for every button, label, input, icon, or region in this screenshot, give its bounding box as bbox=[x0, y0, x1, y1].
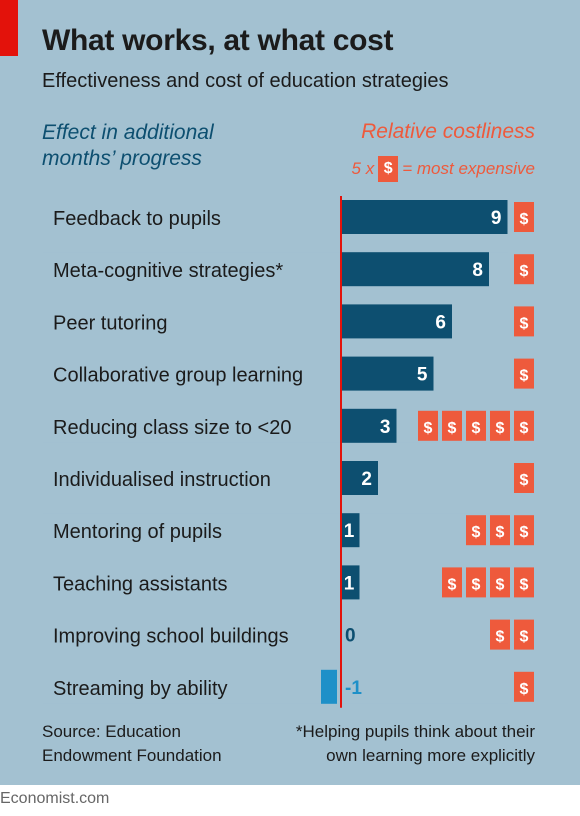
dollar-icon: $ bbox=[520, 629, 529, 646]
source-note: Source: Education Endowment Foundation bbox=[42, 720, 222, 768]
cost-badge bbox=[514, 254, 534, 285]
category-label: Feedback to pupils bbox=[53, 208, 221, 230]
effect-bar bbox=[341, 356, 434, 391]
value-label: 3 bbox=[380, 417, 391, 438]
cost-badge bbox=[418, 410, 438, 441]
effect-bar bbox=[341, 565, 360, 600]
effect-axis-header-line1: Effect in additional bbox=[42, 121, 214, 144]
category-label: Mentoring of pupils bbox=[53, 521, 222, 543]
row-background bbox=[43, 513, 508, 548]
category-label: Collaborative group learning bbox=[53, 365, 303, 387]
value-label: 1 bbox=[344, 573, 355, 594]
category-label: Individualised instruction bbox=[53, 469, 271, 491]
chart-subtitle: Effectiveness and cost of education stra… bbox=[42, 70, 449, 92]
value-label: 6 bbox=[435, 312, 446, 333]
effect-bar bbox=[341, 461, 378, 495]
category-label: Improving school buildings bbox=[53, 626, 289, 648]
dollar-icon: $ bbox=[520, 315, 529, 332]
dollar-icon: $ bbox=[496, 576, 505, 593]
footnote-line-2: own learning more explicitly bbox=[326, 746, 535, 765]
cost-badge bbox=[514, 202, 534, 232]
category-label: Meta-cognitive strategies* bbox=[53, 260, 283, 282]
source-line-2: Endowment Foundation bbox=[42, 746, 222, 765]
dollar-icon: $ bbox=[520, 211, 529, 228]
value-label: 0 bbox=[345, 626, 356, 647]
cost-badge bbox=[514, 463, 534, 493]
cost-header: Relative costliness bbox=[361, 120, 535, 143]
effect-bar bbox=[321, 669, 337, 704]
category-label: Teaching assistants bbox=[53, 573, 228, 595]
row-background bbox=[43, 669, 508, 704]
chart-title: What works, at what cost bbox=[42, 24, 394, 57]
cost-badge bbox=[514, 358, 534, 389]
dollar-icon: $ bbox=[496, 524, 505, 541]
cost-badge bbox=[466, 515, 486, 546]
cost-badge bbox=[514, 515, 534, 546]
cost-badge bbox=[514, 671, 534, 702]
dollar-icon: $ bbox=[520, 263, 529, 280]
dollar-icon: $ bbox=[472, 524, 481, 541]
dollar-icon: $ bbox=[520, 576, 529, 593]
brand-footer: Economist.com bbox=[0, 790, 110, 807]
category-label: Peer tutoring bbox=[53, 312, 168, 334]
effect-bar bbox=[341, 304, 452, 339]
cost-badge bbox=[442, 567, 462, 598]
dollar-icon: $ bbox=[520, 681, 529, 698]
effect-bar bbox=[341, 408, 397, 443]
chart-panel bbox=[0, 0, 580, 785]
value-label: 5 bbox=[417, 365, 428, 386]
category-label: Reducing class size to <20 bbox=[53, 417, 291, 439]
value-label: 8 bbox=[472, 260, 483, 281]
dollar-icon: $ bbox=[472, 576, 481, 593]
value-label: 1 bbox=[344, 521, 355, 542]
dollar-icon: $ bbox=[496, 420, 505, 437]
cost-badge bbox=[514, 619, 534, 650]
cost-legend: 5 x $ = most expensive bbox=[352, 156, 535, 182]
cost-legend-prefix: 5 x bbox=[351, 159, 375, 178]
row-background bbox=[43, 617, 508, 652]
bar-chart: Feedback to pupils 9 $ Meta-cognitive strat… bbox=[43, 196, 534, 708]
dollar-icon: $ bbox=[424, 420, 433, 437]
row-background bbox=[43, 565, 508, 600]
value-label: -1 bbox=[345, 678, 362, 699]
source-line-1: Source: Education bbox=[42, 722, 181, 741]
value-label: 2 bbox=[361, 469, 372, 490]
dollar-icon: $ bbox=[496, 629, 505, 646]
effect-bar bbox=[341, 200, 508, 234]
cost-badge bbox=[490, 567, 510, 598]
dollar-icon: $ bbox=[520, 524, 529, 541]
effect-bar bbox=[341, 513, 360, 548]
cost-badge bbox=[514, 410, 534, 441]
cost-badge bbox=[466, 567, 486, 598]
cost-legend-suffix: = most expensive bbox=[402, 159, 535, 178]
effect-axis-header-line2: months’ progress bbox=[42, 147, 202, 170]
cost-badge bbox=[490, 410, 510, 441]
brand-red-tag bbox=[0, 0, 18, 56]
effect-bar bbox=[341, 252, 489, 287]
cost-badge bbox=[466, 410, 486, 441]
cost-badge bbox=[514, 306, 534, 337]
row-background bbox=[43, 461, 508, 495]
cost-badge bbox=[514, 567, 534, 598]
footnote-line-1: *Helping pupils think about their bbox=[295, 722, 535, 741]
dollar-icon: $ bbox=[520, 420, 529, 437]
dollar-icon: $ bbox=[520, 368, 529, 385]
cost-badge bbox=[490, 515, 510, 546]
dollar-icon: $ bbox=[378, 156, 399, 182]
dollar-icon: $ bbox=[520, 472, 529, 489]
dollar-icon: $ bbox=[448, 576, 457, 593]
category-label: Streaming by ability bbox=[53, 678, 228, 700]
value-label: 9 bbox=[491, 208, 502, 229]
dollar-icon: $ bbox=[448, 420, 457, 437]
cost-badge bbox=[490, 619, 510, 650]
effect-axis-header: Effect in additional months’ progress bbox=[42, 120, 214, 172]
cost-badge bbox=[442, 410, 462, 441]
footnote: *Helping pupils think about their own le… bbox=[296, 720, 535, 768]
dollar-icon: $ bbox=[472, 420, 481, 437]
